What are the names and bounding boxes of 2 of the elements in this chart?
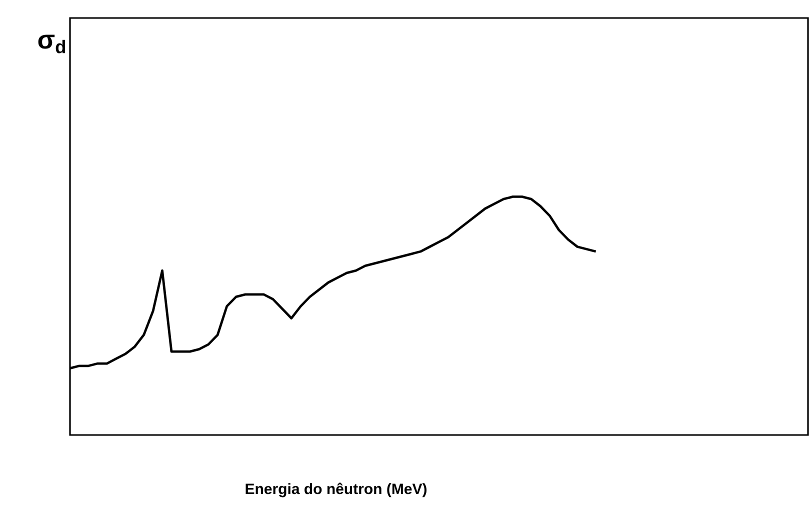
text: σ$_{d}$ xyxy=(38,34,65,54)
x-axis-title: Energia do nêutron (MeV) xyxy=(246,482,427,498)
